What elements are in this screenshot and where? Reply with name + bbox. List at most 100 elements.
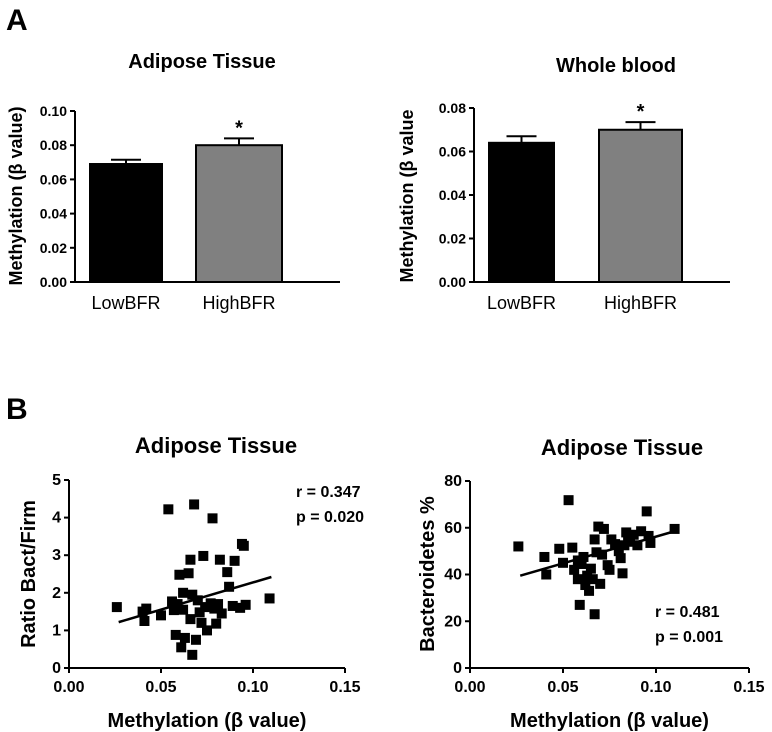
y-axis-title: Methylation (β value) bbox=[6, 106, 26, 285]
scatter-point bbox=[189, 499, 200, 510]
y-axis-title: Ratio Bact/Firm bbox=[18, 500, 40, 648]
scatter-point bbox=[190, 634, 201, 645]
stat-annotation: r = 0.347 bbox=[296, 484, 361, 501]
y-tick-label: 0.06 bbox=[439, 144, 466, 160]
scatter-point bbox=[669, 523, 680, 534]
scatter-point bbox=[174, 569, 185, 580]
y-tick-label: 0.02 bbox=[439, 231, 466, 247]
y-tick-label: 0.10 bbox=[40, 103, 67, 119]
adipose-bar-chart: Adipose Tissue 0.00 0.02 0.04 0.06 0.08 0.10 Me… bbox=[6, 51, 340, 313]
scatter-point bbox=[589, 534, 600, 545]
scatter-point bbox=[192, 595, 203, 606]
x-axis-title: Methylation (β value) bbox=[108, 710, 307, 732]
scatter-point bbox=[541, 569, 552, 580]
scatter-point bbox=[604, 564, 615, 575]
scatter-point bbox=[200, 602, 211, 613]
x-tick-label: 0.05 bbox=[145, 679, 176, 696]
bar-highbfr bbox=[598, 128, 683, 283]
scatter-point bbox=[240, 599, 251, 610]
y-tick-label: 0.00 bbox=[439, 274, 466, 290]
x-tick-label: 0.05 bbox=[547, 679, 578, 696]
x-tick-label: 0.10 bbox=[640, 679, 671, 696]
scatter-point bbox=[194, 607, 205, 618]
bar-lowbfr bbox=[89, 163, 163, 283]
scatter-point bbox=[207, 513, 218, 524]
scatter-point bbox=[572, 574, 583, 585]
scatter-point bbox=[139, 616, 150, 626]
scatter-point bbox=[563, 495, 574, 506]
panel-label-b: B bbox=[6, 393, 28, 426]
significance-star: * bbox=[235, 117, 243, 139]
chart-title: Adipose Tissue bbox=[135, 433, 297, 458]
scatter-point bbox=[567, 542, 578, 553]
bar-highbfr bbox=[195, 144, 283, 283]
scatter-point bbox=[111, 602, 122, 613]
scatter-point bbox=[170, 629, 181, 640]
scatter-point bbox=[539, 551, 550, 562]
scatter-point bbox=[643, 530, 654, 541]
whole-blood-bar-chart: Whole blood 0.00 0.02 0.04 0.06 0.08 Methylati… bbox=[397, 55, 730, 313]
y-tick-label: 0.04 bbox=[439, 187, 466, 203]
x-tick-label: 0.15 bbox=[733, 679, 764, 696]
ratio-scatter-chart: Adipose Tissue 0 1 2 3 4 5 Ratio Bact/Firm 0.00 0… bbox=[18, 433, 364, 732]
scatter-point bbox=[613, 546, 624, 557]
chart-title: Adipose Tissue bbox=[541, 435, 703, 460]
stat-annotation: r = 0.481 bbox=[655, 604, 720, 621]
scatter-point bbox=[615, 553, 626, 564]
scatter-point bbox=[211, 618, 222, 629]
x-tick-label: 0.10 bbox=[237, 679, 268, 696]
y-tick-label: 0.02 bbox=[40, 240, 67, 256]
chart-title: Adipose Tissue bbox=[128, 51, 275, 73]
scatter-point bbox=[178, 604, 189, 615]
scatter-point bbox=[610, 539, 621, 550]
scatter-point bbox=[168, 605, 179, 616]
y-tick-label: 1 bbox=[52, 622, 61, 639]
scatter-point bbox=[587, 574, 598, 585]
stat-annotation: p = 0.001 bbox=[655, 629, 723, 646]
scatter-point bbox=[582, 570, 593, 581]
scatter-point bbox=[205, 598, 216, 609]
scatter-point bbox=[589, 609, 600, 620]
y-tick-label: 80 bbox=[444, 473, 462, 490]
y-tick-label: 0 bbox=[453, 660, 462, 677]
x-tick-label: 0.00 bbox=[454, 679, 485, 696]
y-tick-label: 3 bbox=[52, 547, 61, 564]
y-tick-label: 4 bbox=[52, 510, 61, 527]
scatter-point bbox=[179, 632, 190, 643]
scatter-point bbox=[593, 521, 604, 532]
scatter-point bbox=[163, 504, 174, 515]
scatter-point bbox=[141, 603, 152, 614]
panel-label-a: A bbox=[6, 4, 28, 37]
scatter-point bbox=[617, 568, 628, 579]
scatter-point bbox=[584, 585, 595, 596]
x-category-label: LowBFR bbox=[487, 293, 556, 313]
scatter-point bbox=[636, 526, 647, 537]
x-tick-label: 0.15 bbox=[329, 679, 360, 696]
scatter-point bbox=[598, 523, 609, 534]
scatter-point bbox=[178, 587, 189, 598]
y-tick-label: 40 bbox=[444, 567, 462, 584]
scatter-point bbox=[185, 614, 196, 625]
scatter-point bbox=[183, 568, 194, 579]
y-axis-title: Methylation (β value bbox=[397, 109, 417, 282]
scatter-point bbox=[216, 608, 227, 619]
scatter-point bbox=[569, 564, 580, 575]
scatter-point bbox=[187, 649, 198, 660]
scatter-point bbox=[156, 610, 166, 621]
regression-line bbox=[519, 530, 675, 577]
scatter-point bbox=[595, 578, 606, 589]
scatter-point bbox=[176, 642, 187, 653]
scatter-point bbox=[574, 599, 585, 610]
scatter-point bbox=[238, 540, 249, 551]
chart-title: Whole blood bbox=[556, 55, 676, 77]
scatter-point bbox=[597, 549, 608, 560]
y-tick-label: 2 bbox=[52, 585, 61, 602]
y-axis-title: Bacteroidetes % bbox=[417, 496, 439, 652]
x-category-label: LowBFR bbox=[91, 293, 160, 313]
x-axis-title: Methylation (β value) bbox=[510, 710, 709, 732]
scatter-point bbox=[585, 563, 596, 574]
scatter-point bbox=[513, 541, 524, 552]
scatter-point bbox=[576, 558, 587, 569]
x-category-label: HighBFR bbox=[604, 293, 677, 313]
scatter-point bbox=[224, 581, 235, 592]
